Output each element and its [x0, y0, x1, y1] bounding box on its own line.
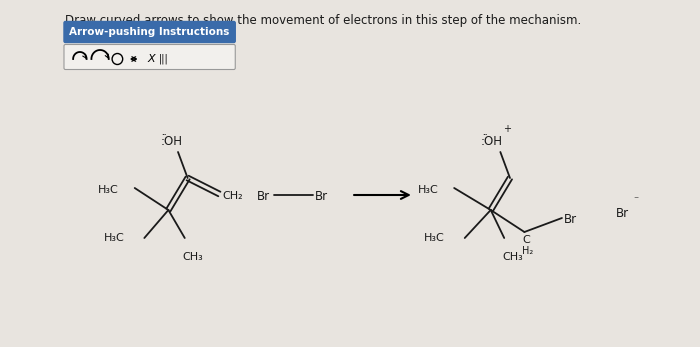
Text: H₂: H₂ — [522, 246, 533, 256]
Text: ··: ·· — [482, 132, 488, 138]
Text: ··: ·· — [162, 132, 167, 138]
Text: Draw curved arrows to show the movement of electrons in this step of the mechani: Draw curved arrows to show the movement … — [65, 14, 582, 27]
Text: Br: Br — [564, 212, 577, 226]
Text: Br: Br — [258, 189, 270, 203]
Text: H₃C: H₃C — [98, 185, 119, 195]
Text: Br: Br — [616, 206, 629, 220]
Text: CH₂: CH₂ — [223, 191, 243, 201]
Text: H₃C: H₃C — [418, 185, 438, 195]
FancyBboxPatch shape — [64, 22, 235, 42]
FancyBboxPatch shape — [64, 44, 235, 69]
Text: CH₃: CH₃ — [183, 252, 204, 262]
Text: |||: ||| — [159, 54, 169, 64]
Text: H₃C: H₃C — [104, 233, 125, 243]
Text: CH₃: CH₃ — [503, 252, 523, 262]
Text: ⁻: ⁻ — [633, 195, 638, 205]
Text: Br: Br — [314, 189, 328, 203]
Text: X: X — [147, 54, 155, 64]
Text: H₃C: H₃C — [424, 233, 445, 243]
Text: :OH: :OH — [161, 135, 183, 148]
Text: Arrow-pushing Instructions: Arrow-pushing Instructions — [69, 27, 230, 37]
Text: +: + — [503, 124, 511, 134]
Text: :OH: :OH — [481, 135, 503, 148]
Text: C: C — [522, 235, 530, 245]
